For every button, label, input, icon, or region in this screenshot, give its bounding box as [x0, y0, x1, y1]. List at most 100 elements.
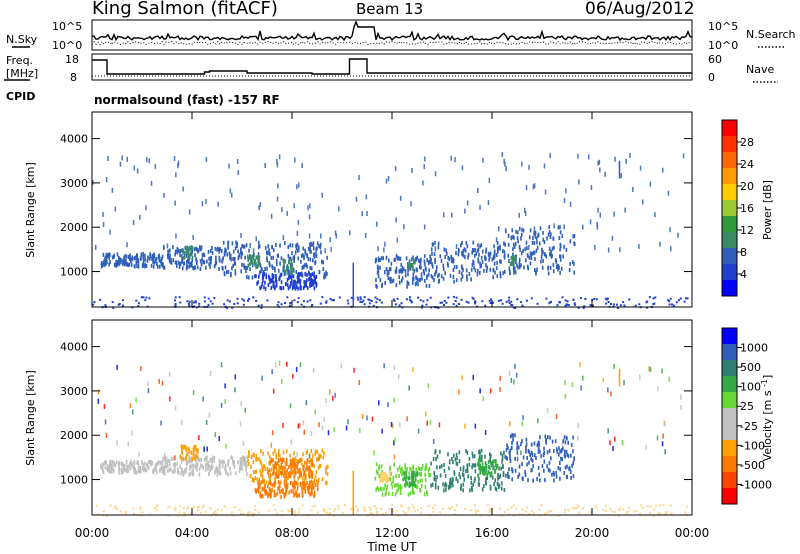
- power-echo-cell: [377, 274, 380, 279]
- velocity-highlight-cell: [273, 465, 276, 469]
- velocity-echo-cell: [110, 468, 112, 473]
- velocity-speckle: [289, 403, 292, 409]
- velocity-speckle: [220, 402, 223, 408]
- velocity-ground-scatter: [685, 505, 688, 508]
- velocity-echo-cell: [424, 472, 426, 477]
- velocity-echo-cell: [564, 465, 567, 470]
- velocity-ground-scatter: [454, 513, 457, 516]
- power-echo-cell: [282, 268, 284, 273]
- velocity-echo-cell: [100, 463, 103, 468]
- power-speckle: [231, 192, 233, 198]
- velocity-echo-cell: [426, 492, 429, 497]
- velocity-highlight-cell: [489, 465, 491, 470]
- power-echo-cell: [224, 265, 227, 270]
- power-echo-cell: [211, 250, 214, 255]
- power-echo-cell: [492, 255, 495, 260]
- power-echo-cell: [323, 272, 326, 277]
- velocity-speckle: [325, 398, 327, 403]
- velocity-ground-scatter: [196, 506, 199, 509]
- velocity-echo-cell: [169, 462, 171, 467]
- power-echo-cell: [302, 286, 305, 291]
- power-speckle: [569, 201, 572, 207]
- velocity-echo-cell: [512, 433, 514, 438]
- velocity-highlight-cell: [292, 470, 294, 475]
- power-ground-scatter: [252, 296, 255, 299]
- power-colorbar-tick-label: 8: [740, 246, 747, 259]
- power-ground-scatter: [302, 300, 305, 303]
- power-ground-scatter: [488, 299, 491, 302]
- velocity-highlight-cell: [298, 470, 301, 475]
- power-ground-scatter: [607, 301, 610, 303]
- velocity-echo-cell: [145, 468, 148, 473]
- power-speckle: [95, 244, 97, 250]
- power-ground-scatter: [405, 298, 408, 301]
- velocity-echo-cell: [514, 456, 516, 461]
- velocity-ground-scatter: [488, 510, 491, 513]
- power-speckle: [614, 156, 616, 162]
- velocity-highlight-cell: [280, 463, 283, 467]
- velocity-echo-cell: [255, 489, 257, 494]
- velocity-echo-cell: [566, 452, 569, 457]
- velocity-echo-cell: [420, 473, 422, 478]
- power-echo-cell: [109, 253, 111, 258]
- power-highlight-cell: [188, 254, 191, 259]
- power-echo-cell: [218, 257, 221, 262]
- power-echo-cell: [273, 280, 275, 285]
- power-echo-cell: [191, 263, 193, 268]
- power-speckle: [549, 153, 551, 159]
- velocity-echo-cell: [381, 492, 384, 497]
- power-echo-cell: [234, 269, 237, 274]
- velocity-echo-cell: [525, 449, 527, 454]
- power-speckle: [597, 207, 599, 213]
- velocity-ground-scatter: [564, 508, 566, 511]
- velocity-echo-cell: [231, 456, 234, 461]
- velocity-echo-cell: [301, 476, 304, 481]
- power-echo-cell: [427, 272, 430, 277]
- power-echo-cell: [196, 265, 199, 270]
- power-echo-cell: [444, 255, 446, 259]
- velocity-speckle: [489, 388, 492, 394]
- power-echo-cell: [312, 258, 314, 263]
- power-echo-cell: [286, 277, 289, 282]
- power-echo-cell: [407, 272, 409, 277]
- velocity-echo-cell: [162, 456, 164, 461]
- power-echo-cell: [438, 272, 440, 277]
- velocity-speckle: [387, 402, 389, 408]
- velocity-echo-cell: [390, 472, 392, 476]
- power-echo-cell: [279, 243, 281, 248]
- velocity-echo-cell: [104, 460, 106, 465]
- velocity-echo-cell: [452, 478, 454, 483]
- power-echo-cell: [271, 245, 273, 250]
- velocity-echo-cell: [269, 481, 272, 485]
- power-echo-cell: [405, 256, 408, 261]
- velocity-ground-scatter: [373, 505, 376, 508]
- power-speckle: [553, 223, 555, 229]
- velocity-echo-cell: [264, 484, 266, 489]
- velocity-echo-cell: [302, 493, 304, 498]
- velocity-highlight-cell: [299, 467, 301, 472]
- power-ground-scatter: [398, 304, 401, 307]
- power-speckle: [524, 211, 527, 217]
- power-echo-cell: [540, 255, 543, 259]
- velocity-highlight-cell: [311, 474, 313, 479]
- power-ground-scatter: [408, 296, 411, 299]
- power-speckle: [455, 244, 458, 249]
- power-ground-scatter: [368, 299, 371, 302]
- power-echo-cell: [559, 254, 561, 259]
- velocity-highlight-cell: [479, 470, 481, 475]
- power-echo-cell: [548, 230, 551, 235]
- power-highlight-cell: [283, 262, 285, 267]
- power-echo-cell: [122, 258, 124, 263]
- power-ground-scatter: [228, 300, 231, 303]
- velocity-speckle: [220, 362, 223, 368]
- power-echo-cell: [270, 255, 273, 260]
- velocity-echo-cell: [418, 472, 421, 476]
- power-echo-cell: [253, 252, 255, 257]
- power-echo-cell: [423, 254, 426, 259]
- power-echo-cell: [241, 262, 243, 267]
- velocity-ground-scatter: [186, 507, 189, 510]
- power-ground-scatter: [426, 299, 429, 302]
- power-echo-cell: [396, 256, 399, 261]
- power-echo-cell: [430, 260, 432, 265]
